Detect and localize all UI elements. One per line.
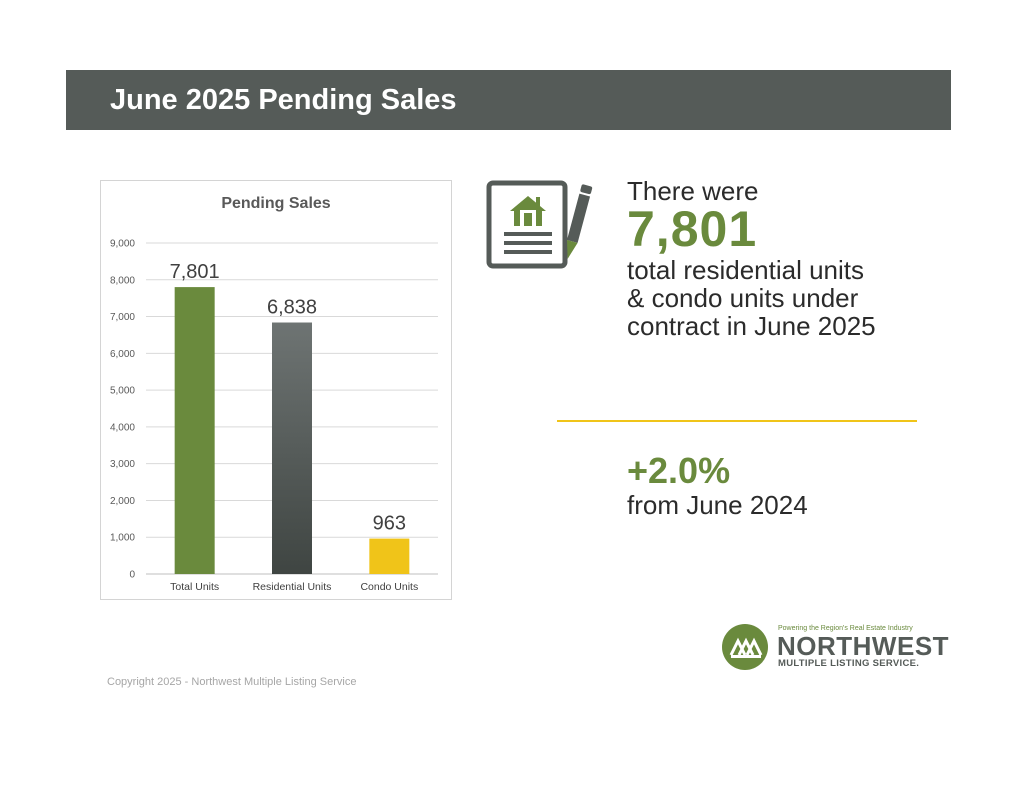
data-label: 6,838 — [267, 297, 317, 319]
y-tick-label: 2,000 — [110, 496, 135, 507]
y-tick-label: 3,000 — [110, 459, 135, 470]
copyright-text: Copyright 2025 - Northwest Multiple List… — [107, 676, 357, 688]
header-bar: June 2025 Pending Sales — [66, 70, 951, 130]
divider — [557, 420, 917, 422]
x-category-label: Condo Units — [360, 581, 418, 593]
y-tick-label: 8,000 — [110, 275, 135, 286]
y-tick-label: 4,000 — [110, 422, 135, 433]
x-category-label: Total Units — [170, 581, 219, 593]
logo-name: NORTHWEST — [777, 631, 950, 661]
data-label: 7,801 — [170, 261, 220, 283]
change-value: +2.0% — [627, 450, 731, 491]
nwmls-logo: Powering the Region's Real Estate Indust… — [722, 622, 949, 670]
y-tick-label: 0 — [129, 570, 135, 581]
x-category-label: Residential Units — [253, 581, 332, 593]
y-tick-label: 6,000 — [110, 349, 135, 360]
stat-block: There were 7,801 total residential units… — [627, 176, 887, 340]
logo-subtitle: MULTIPLE LISTING SERVICE. — [778, 658, 920, 669]
change-block: +2.0% from June 2024 — [627, 450, 808, 521]
y-tick-label: 9,000 — [110, 239, 135, 250]
logo-tagline: Powering the Region's Real Estate Indust… — [778, 625, 913, 632]
house-document-icon — [486, 180, 606, 275]
bar-residential-units — [272, 322, 312, 574]
bar-total-units — [174, 287, 215, 574]
y-tick-label: 5,000 — [110, 386, 135, 397]
change-description: from June 2024 — [627, 490, 808, 520]
mountain-houses-icon — [722, 624, 768, 670]
y-tick-label: 7,000 — [110, 312, 135, 323]
stat-intro: There were — [627, 176, 759, 206]
pen-icon — [566, 184, 593, 259]
chart-title: Pending Sales — [221, 195, 330, 212]
y-tick-label: 1,000 — [110, 533, 135, 544]
bar-condo-units — [369, 538, 410, 574]
page-title: June 2025 Pending Sales — [110, 84, 457, 116]
stat-description: total residential units & condo units un… — [627, 255, 876, 341]
house-icon — [510, 196, 546, 226]
pending-sales-chart: Pending Sales 0 1,000 2,000 3,000 4,000 5,000… — [100, 180, 452, 600]
stat-value: 7,801 — [627, 201, 758, 257]
chart-svg: Pending Sales 0 1,000 2,000 3,000 4,000 5,000… — [110, 195, 438, 593]
data-label: 963 — [373, 513, 406, 535]
